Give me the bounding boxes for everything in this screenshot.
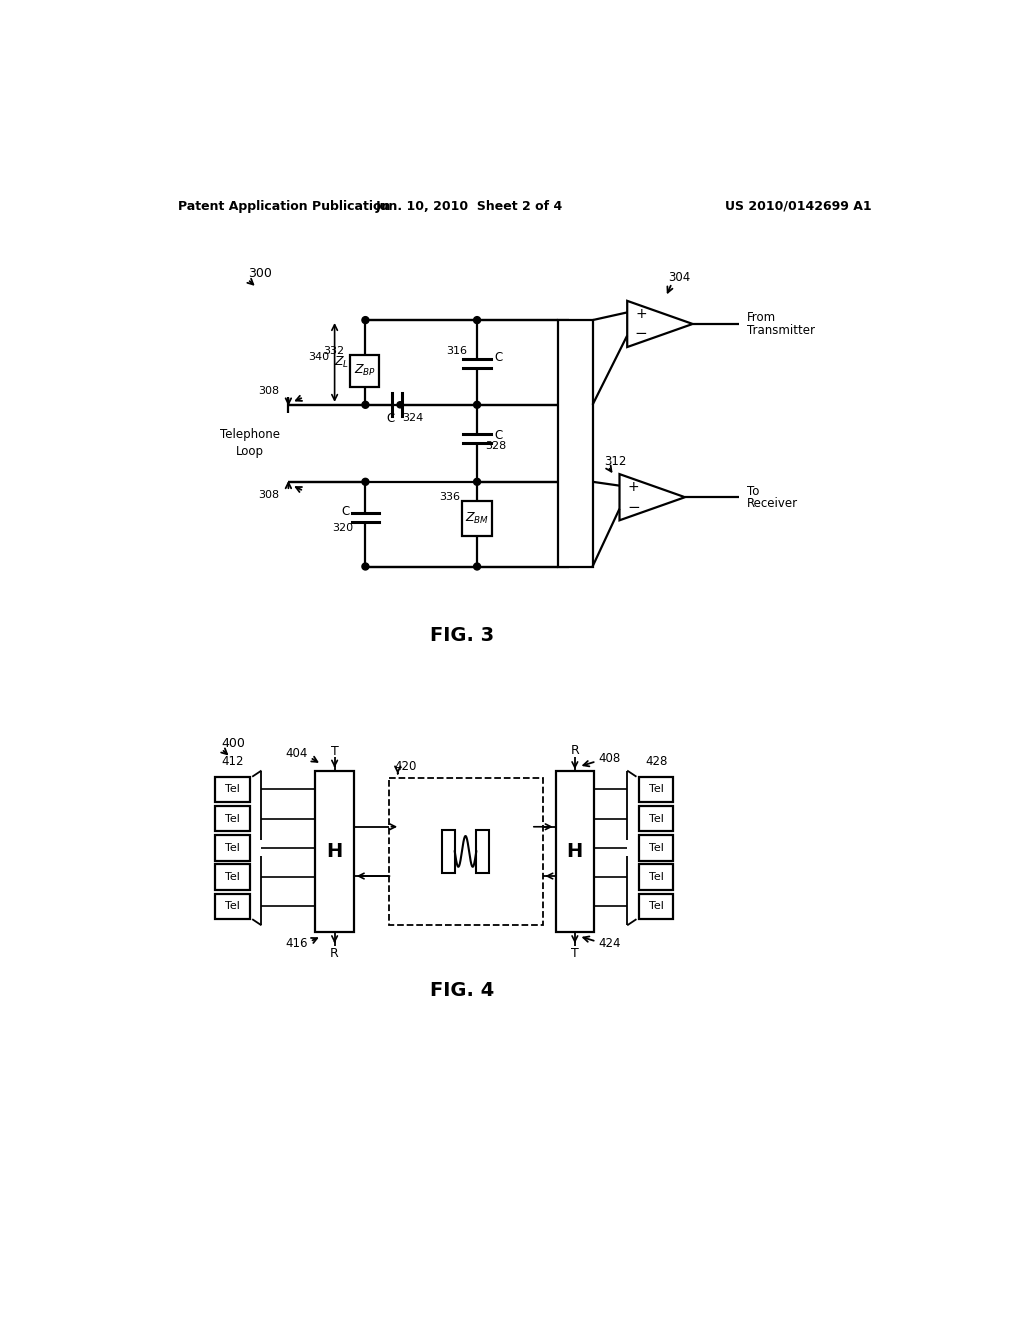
Text: Jun. 10, 2010  Sheet 2 of 4: Jun. 10, 2010 Sheet 2 of 4 bbox=[376, 199, 563, 213]
Text: $Z_L$: $Z_L$ bbox=[334, 355, 349, 370]
Text: −: − bbox=[635, 326, 647, 342]
Text: Telephone
Loop: Telephone Loop bbox=[220, 428, 280, 458]
Text: 336: 336 bbox=[439, 492, 460, 502]
Text: R: R bbox=[330, 948, 339, 961]
Bar bbox=[639, 776, 674, 803]
Text: Tel: Tel bbox=[648, 784, 664, 795]
Bar bbox=[639, 807, 674, 832]
Text: 408: 408 bbox=[598, 752, 621, 766]
Text: 320: 320 bbox=[332, 523, 353, 533]
Text: Tel: Tel bbox=[225, 843, 240, 853]
Bar bbox=[558, 321, 593, 566]
Text: T: T bbox=[331, 744, 339, 758]
Text: C: C bbox=[494, 351, 502, 363]
Bar bbox=[639, 865, 674, 890]
Text: 340: 340 bbox=[308, 352, 330, 362]
Polygon shape bbox=[628, 301, 692, 347]
Bar bbox=[215, 807, 250, 832]
Circle shape bbox=[361, 564, 369, 570]
Circle shape bbox=[473, 564, 480, 570]
Text: To: To bbox=[746, 484, 759, 498]
Text: 316: 316 bbox=[446, 346, 467, 356]
Text: Receiver: Receiver bbox=[746, 496, 798, 510]
Text: 404: 404 bbox=[286, 747, 307, 760]
Bar bbox=[639, 836, 674, 861]
Text: T: T bbox=[571, 948, 579, 961]
Bar bbox=[556, 771, 594, 932]
Text: 308: 308 bbox=[258, 385, 280, 396]
Text: 332: 332 bbox=[324, 346, 345, 356]
Bar bbox=[442, 830, 455, 873]
Text: Tel: Tel bbox=[648, 843, 664, 853]
Text: 304: 304 bbox=[668, 271, 690, 284]
Bar bbox=[215, 776, 250, 803]
Text: 312: 312 bbox=[604, 454, 627, 467]
Circle shape bbox=[361, 401, 369, 408]
Circle shape bbox=[361, 478, 369, 486]
Text: Tel: Tel bbox=[648, 902, 664, 911]
Text: 416: 416 bbox=[285, 937, 307, 950]
Text: 428: 428 bbox=[645, 755, 668, 768]
Bar bbox=[350, 355, 379, 387]
Text: −: − bbox=[627, 500, 640, 515]
Text: 424: 424 bbox=[598, 937, 621, 950]
Text: 400: 400 bbox=[221, 737, 246, 750]
Text: $Z_{BM}$: $Z_{BM}$ bbox=[465, 511, 489, 525]
Text: Tel: Tel bbox=[225, 813, 240, 824]
Text: Tel: Tel bbox=[225, 902, 240, 911]
Text: +: + bbox=[628, 480, 639, 494]
Text: FIG. 3: FIG. 3 bbox=[430, 626, 494, 645]
Text: Tel: Tel bbox=[225, 873, 240, 882]
Bar bbox=[639, 894, 674, 919]
Text: C: C bbox=[494, 429, 502, 442]
Circle shape bbox=[397, 401, 403, 408]
Bar bbox=[315, 771, 354, 932]
Text: 308: 308 bbox=[258, 490, 280, 500]
Text: 420: 420 bbox=[394, 760, 417, 774]
Text: +: + bbox=[635, 308, 647, 321]
Bar bbox=[388, 779, 543, 924]
Circle shape bbox=[473, 401, 480, 408]
Text: $Z_{BP}$: $Z_{BP}$ bbox=[353, 363, 376, 379]
Text: 412: 412 bbox=[221, 755, 244, 768]
Bar bbox=[215, 894, 250, 919]
Text: Tel: Tel bbox=[225, 784, 240, 795]
Text: Tel: Tel bbox=[648, 873, 664, 882]
Bar bbox=[215, 836, 250, 861]
Text: C: C bbox=[386, 412, 394, 425]
Text: FIG. 4: FIG. 4 bbox=[429, 981, 494, 999]
Text: Transmitter: Transmitter bbox=[746, 323, 814, 337]
Text: US 2010/0142699 A1: US 2010/0142699 A1 bbox=[725, 199, 871, 213]
Text: C: C bbox=[341, 504, 349, 517]
Circle shape bbox=[473, 317, 480, 323]
Polygon shape bbox=[620, 474, 685, 520]
Bar bbox=[476, 830, 488, 873]
Bar bbox=[215, 865, 250, 890]
Text: Tel: Tel bbox=[648, 813, 664, 824]
Text: R: R bbox=[570, 744, 580, 758]
Text: 328: 328 bbox=[484, 441, 506, 450]
Circle shape bbox=[473, 478, 480, 486]
Text: H: H bbox=[566, 842, 583, 861]
Text: Patent Application Publication: Patent Application Publication bbox=[178, 199, 391, 213]
Text: 300: 300 bbox=[248, 268, 271, 280]
Text: 324: 324 bbox=[402, 413, 424, 422]
Bar bbox=[462, 502, 493, 536]
Text: H: H bbox=[327, 842, 343, 861]
Text: From: From bbox=[746, 312, 776, 325]
Circle shape bbox=[361, 317, 369, 323]
